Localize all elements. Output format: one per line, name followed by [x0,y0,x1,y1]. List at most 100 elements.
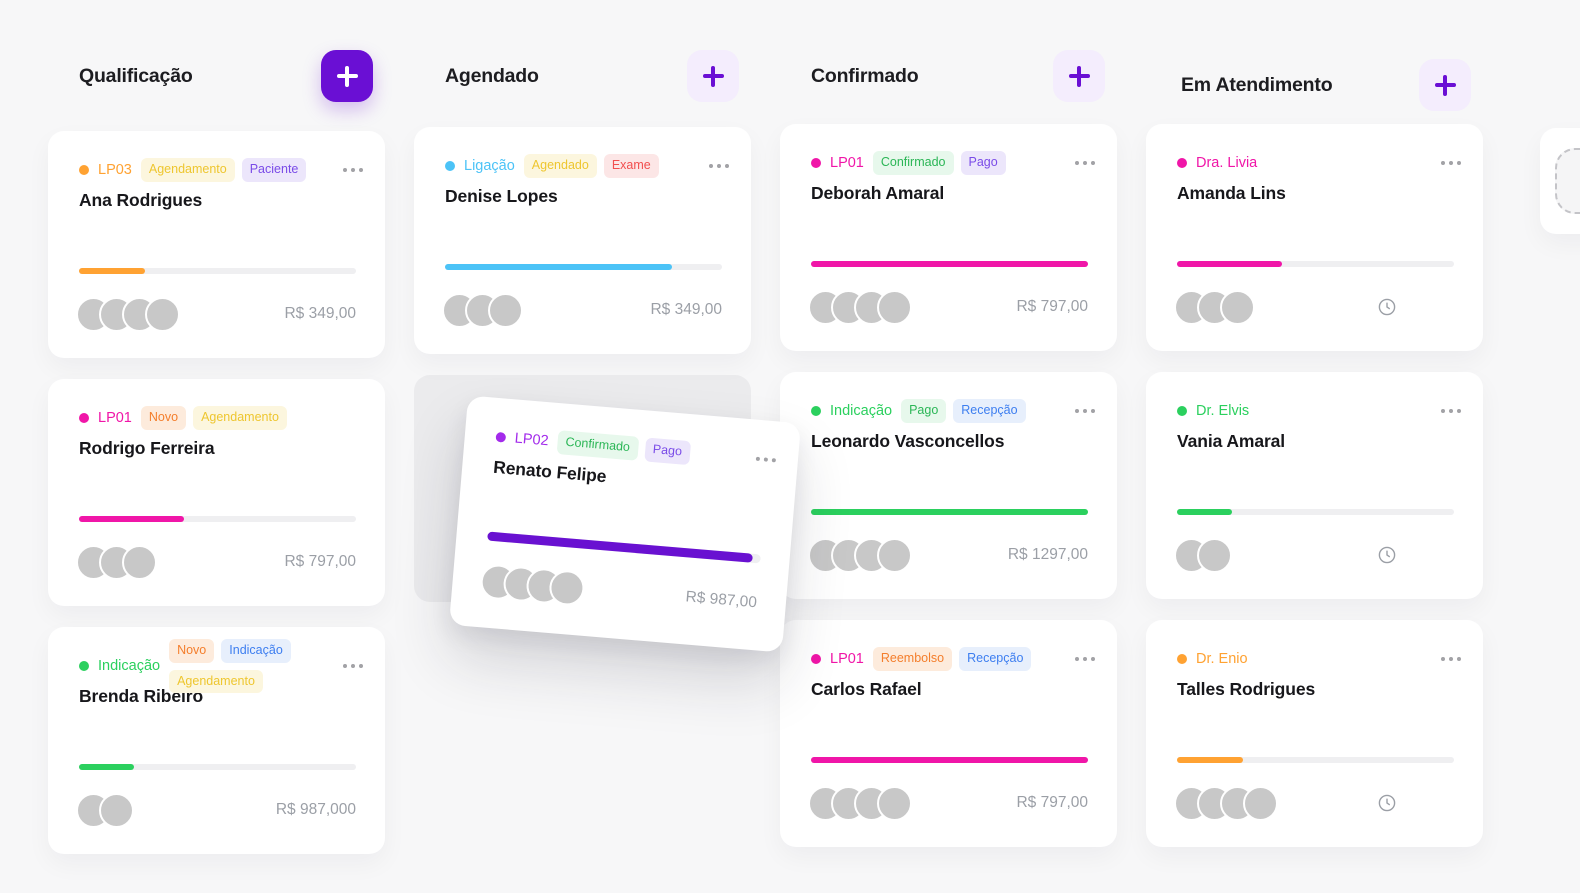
next-column-peek-card[interactable] [1540,128,1580,234]
tag-group: Reembolso Recepção [872,647,1032,671]
clock-icon [1377,793,1397,813]
more-options-button[interactable] [1074,405,1095,418]
card-footer: R$ 349,00 [442,291,722,329]
add-card-button[interactable] [321,50,373,102]
kanban-card[interactable]: LP01 Confirmado Pago Deborah Amaral R$ 797,0… [780,124,1117,351]
progress-bar [1177,509,1454,515]
status-dot [79,165,89,175]
more-options-button[interactable] [342,164,363,177]
deal-value: R$ 797,00 [1016,298,1088,315]
column-em-atendimento: Em Atendimento Dra. Livia Amanda Lins Dr. E… [1146,0,1483,893]
progress-bar [811,509,1088,515]
card-header: Indicação Pago Recepção [811,399,1095,423]
card-list: LP01 Confirmado Pago Deborah Amaral R$ 797,0… [780,124,1117,847]
avatar [877,785,912,821]
card-list: Dra. Livia Amanda Lins Dr. Elvis Vania Amar… [1146,124,1483,847]
tag-group: Pago Recepção [901,399,1026,423]
progress-bar [445,264,722,270]
tag-pago: Pago [960,151,1006,175]
kanban-card[interactable]: Dr. Elvis Vania Amaral [1146,372,1483,599]
progress-bar [1177,261,1454,267]
card-label: LP01 [830,651,864,667]
avatar [1243,785,1278,821]
card-name: Leonardo Vasconcellos [811,431,1005,451]
tag-group: Novo Agendamento [140,406,287,430]
add-card-button[interactable] [1053,50,1105,102]
add-card-button[interactable] [1419,59,1471,111]
column-header: Confirmado [780,50,1117,102]
column-qualificacao: Qualificação LP03 Agendamento Paciente Ana R… [48,0,385,893]
kanban-card[interactable]: LP01 Novo Agendamento Rodrigo Ferreira R$ 79… [48,379,385,606]
card-footer: R$ 797,00 [808,784,1088,822]
card-name: Deborah Amaral [811,183,945,203]
kanban-card[interactable]: Indicação Novo Indicação Agendamento Brenda … [48,627,385,854]
more-options-button[interactable] [1440,405,1461,418]
progress-bar [487,531,761,563]
deal-value: R$ 349,00 [650,301,722,318]
tag-group: Confirmado Pago [556,430,691,465]
card-label: Dr. Elvis [1196,403,1250,419]
card-footer: R$ 987,000 [76,791,356,829]
column-title: Agendado [445,64,539,87]
tag-confirmado: Confirmado [872,151,954,175]
more-options-button[interactable] [1074,653,1095,666]
tag-recepção: Recepção [953,399,1026,423]
more-options-button[interactable] [708,160,729,173]
more-options-button[interactable] [1074,157,1095,170]
deal-value: R$ 987,000 [275,801,356,818]
column-title: Qualificação [79,64,193,87]
card-header: Ligação Agendado Exame [445,154,729,178]
status-dot [811,158,821,168]
column-title: Em Atendimento [1181,73,1333,96]
progress-bar [79,268,356,274]
tag-group: Agendado Exame [523,154,659,178]
tag-agendamento: Agendamento [140,158,235,182]
card-name: Vania Amaral [1177,431,1286,451]
more-options-button[interactable] [755,452,777,466]
card-name: Denise Lopes [445,186,558,206]
avatar [877,537,912,573]
kanban-card[interactable]: LP03 Agendamento Paciente Ana Rodrigues R$ 3… [48,131,385,358]
card-header: Indicação Novo Indicação Agendamento [79,638,363,694]
card-label: Indicação [830,403,893,419]
more-options-button[interactable] [342,660,363,673]
card-footer: R$ 987,00 [479,561,758,622]
more-options-button[interactable] [1440,157,1461,170]
add-card-button[interactable] [687,50,739,102]
avatar [877,289,912,325]
avatar-group [808,289,912,325]
kanban-card[interactable]: Dra. Livia Amanda Lins [1146,124,1483,351]
more-options-button[interactable] [1440,653,1461,666]
dragging-card[interactable]: LP02 Confirmado Pago Renato Felipe R$ 987,00 [448,395,802,653]
deal-value: R$ 987,00 [684,588,758,612]
card-header: LP01 Reembolso Recepção [811,647,1095,671]
kanban-card[interactable]: Dr. Enio Talles Rodrigues [1146,620,1483,847]
clock-icon [1377,297,1397,317]
column-header: Qualificação [48,50,385,102]
progress-bar [1177,757,1454,763]
kanban-card[interactable]: Indicação Pago Recepção Leonardo Vasconcell… [780,372,1117,599]
progress-bar [79,516,356,522]
tag-recepção: Recepção [959,647,1032,671]
avatar [99,792,134,828]
tag-agendado: Agendado [523,154,597,178]
avatar-group [479,562,586,607]
status-dot [811,406,821,416]
avatar-group [76,296,180,332]
tag-group: Agendamento Paciente [140,158,307,182]
card-footer: R$ 1297,00 [808,536,1088,574]
avatar-group [1174,785,1278,821]
deal-value: R$ 797,00 [284,553,356,570]
card-list: LP03 Agendamento Paciente Ana Rodrigues R$ 3… [48,131,385,854]
clock-icon [1377,545,1397,565]
tag-novo: Novo [140,406,187,430]
avatar-group [442,292,523,328]
kanban-card[interactable]: LP01 Reembolso Recepção Carlos Rafael R$ 797… [780,620,1117,847]
status-dot [1177,158,1187,168]
tag-reembolso: Reembolso [872,647,953,671]
card-header: LP03 Agendamento Paciente [79,158,363,182]
card-label: Dra. Livia [1196,155,1258,171]
kanban-card[interactable]: Ligação Agendado Exame Denise Lopes R$ 349,0… [414,127,751,354]
card-label: Indicação [98,658,161,674]
card-label: Ligação [464,158,515,174]
